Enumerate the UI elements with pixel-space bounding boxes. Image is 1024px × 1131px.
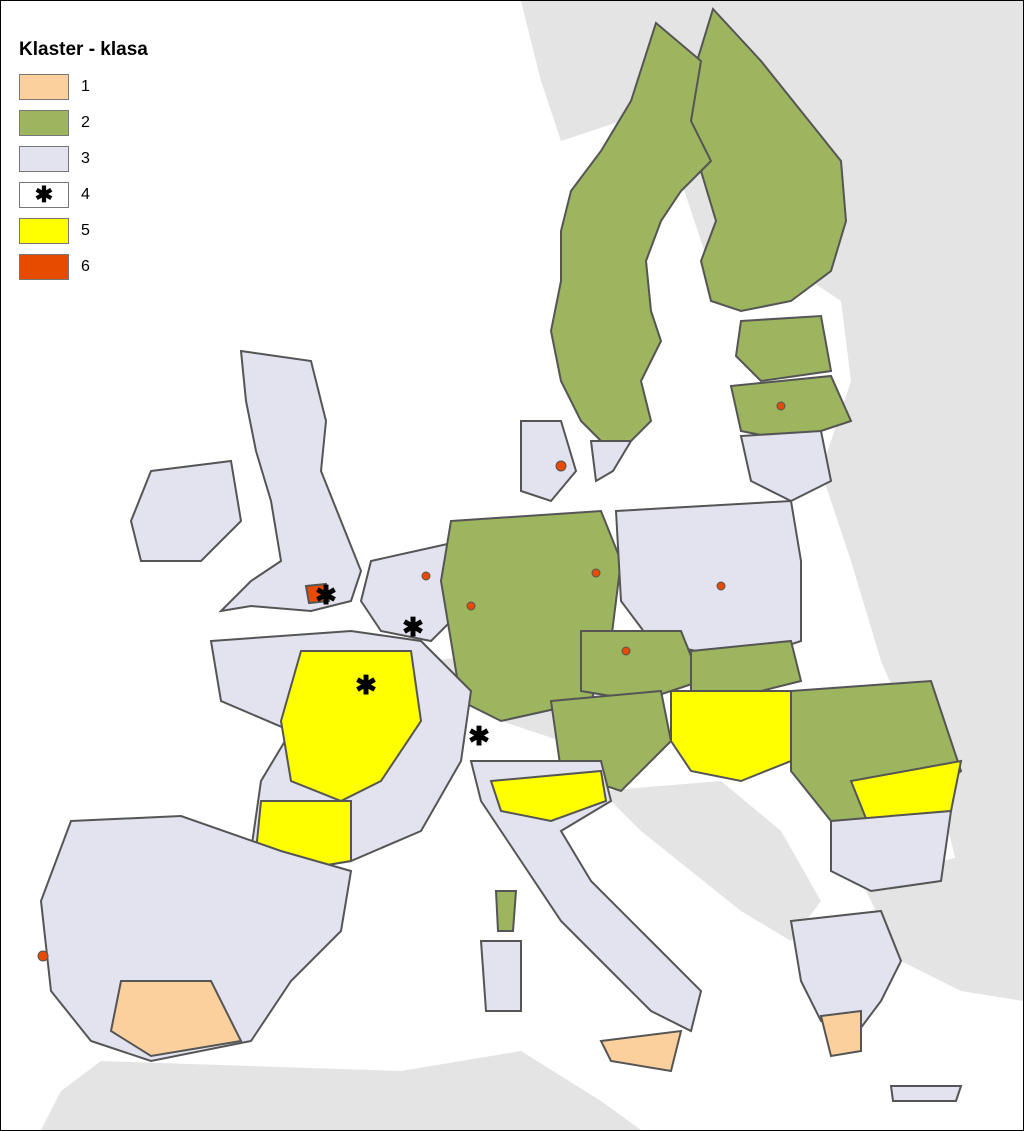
- region-estonia: [734, 314, 833, 383]
- region-great-britain: [218, 349, 363, 613]
- continent: [39, 499, 963, 1102]
- cluster-4-markers: ✱ ✱ ✱ ✱: [315, 580, 490, 751]
- region-sweden-south: [589, 440, 633, 483]
- legend-label: 6: [81, 258, 90, 275]
- legend-label: 2: [81, 114, 90, 131]
- legend-swatch: [19, 74, 69, 100]
- legend-item: 1: [19, 69, 148, 105]
- asterisk-marker: ✱: [468, 721, 490, 751]
- scandinavia: [520, 7, 848, 503]
- legend-swatch: [19, 218, 69, 244]
- baltics: [729, 314, 853, 503]
- region-spain-south: [109, 980, 243, 1058]
- legend-rows: 1 2 3 ✱ 4 5 6: [19, 69, 148, 285]
- legend-swatch: ✱: [19, 182, 69, 208]
- legend-label: 3: [81, 150, 90, 167]
- region-corsica: [494, 890, 518, 932]
- legend-swatch: [19, 146, 69, 172]
- cluster-6-regions: [37, 401, 786, 962]
- asterisk-marker: ✱: [355, 670, 377, 700]
- legend-item: 3: [19, 141, 148, 177]
- region-germany: [439, 509, 623, 723]
- legend-swatch: [19, 254, 69, 280]
- legend-item: ✱ 4: [19, 177, 148, 213]
- legend-item: 6: [19, 249, 148, 285]
- region-greece: [789, 909, 903, 1043]
- region-bulgaria: [830, 809, 953, 893]
- asterisk-marker: ✱: [315, 580, 337, 610]
- region-sicily: [599, 1029, 683, 1073]
- legend-label: 1: [81, 78, 90, 95]
- region-italy: [469, 760, 703, 1033]
- region-sardinia: [479, 940, 522, 1012]
- region-lithuania: [739, 429, 833, 503]
- british-isles: [129, 349, 363, 613]
- region-sweden-north: [549, 21, 713, 442]
- legend: Klaster - klasa 1 2 3 ✱ 4 5 6: [19, 39, 148, 285]
- legend-item: 5: [19, 213, 148, 249]
- legend-label: 5: [81, 222, 90, 239]
- region-ireland: [129, 459, 243, 562]
- region-london: [304, 582, 331, 605]
- legend-title: Klaster - klasa: [19, 39, 148, 60]
- region-crete: [889, 1085, 963, 1102]
- legend-label: 4: [81, 186, 90, 203]
- region-latvia: [729, 374, 853, 443]
- legend-item: 2: [19, 105, 148, 141]
- region-italy-north: [489, 769, 608, 823]
- region-peloponnese: [819, 1009, 862, 1058]
- legend-swatch: [19, 110, 69, 136]
- asterisk-marker: ✱: [402, 612, 424, 642]
- region-france-yellow: [279, 650, 423, 803]
- region-hungary: [670, 690, 803, 783]
- region-denmark: [520, 420, 578, 503]
